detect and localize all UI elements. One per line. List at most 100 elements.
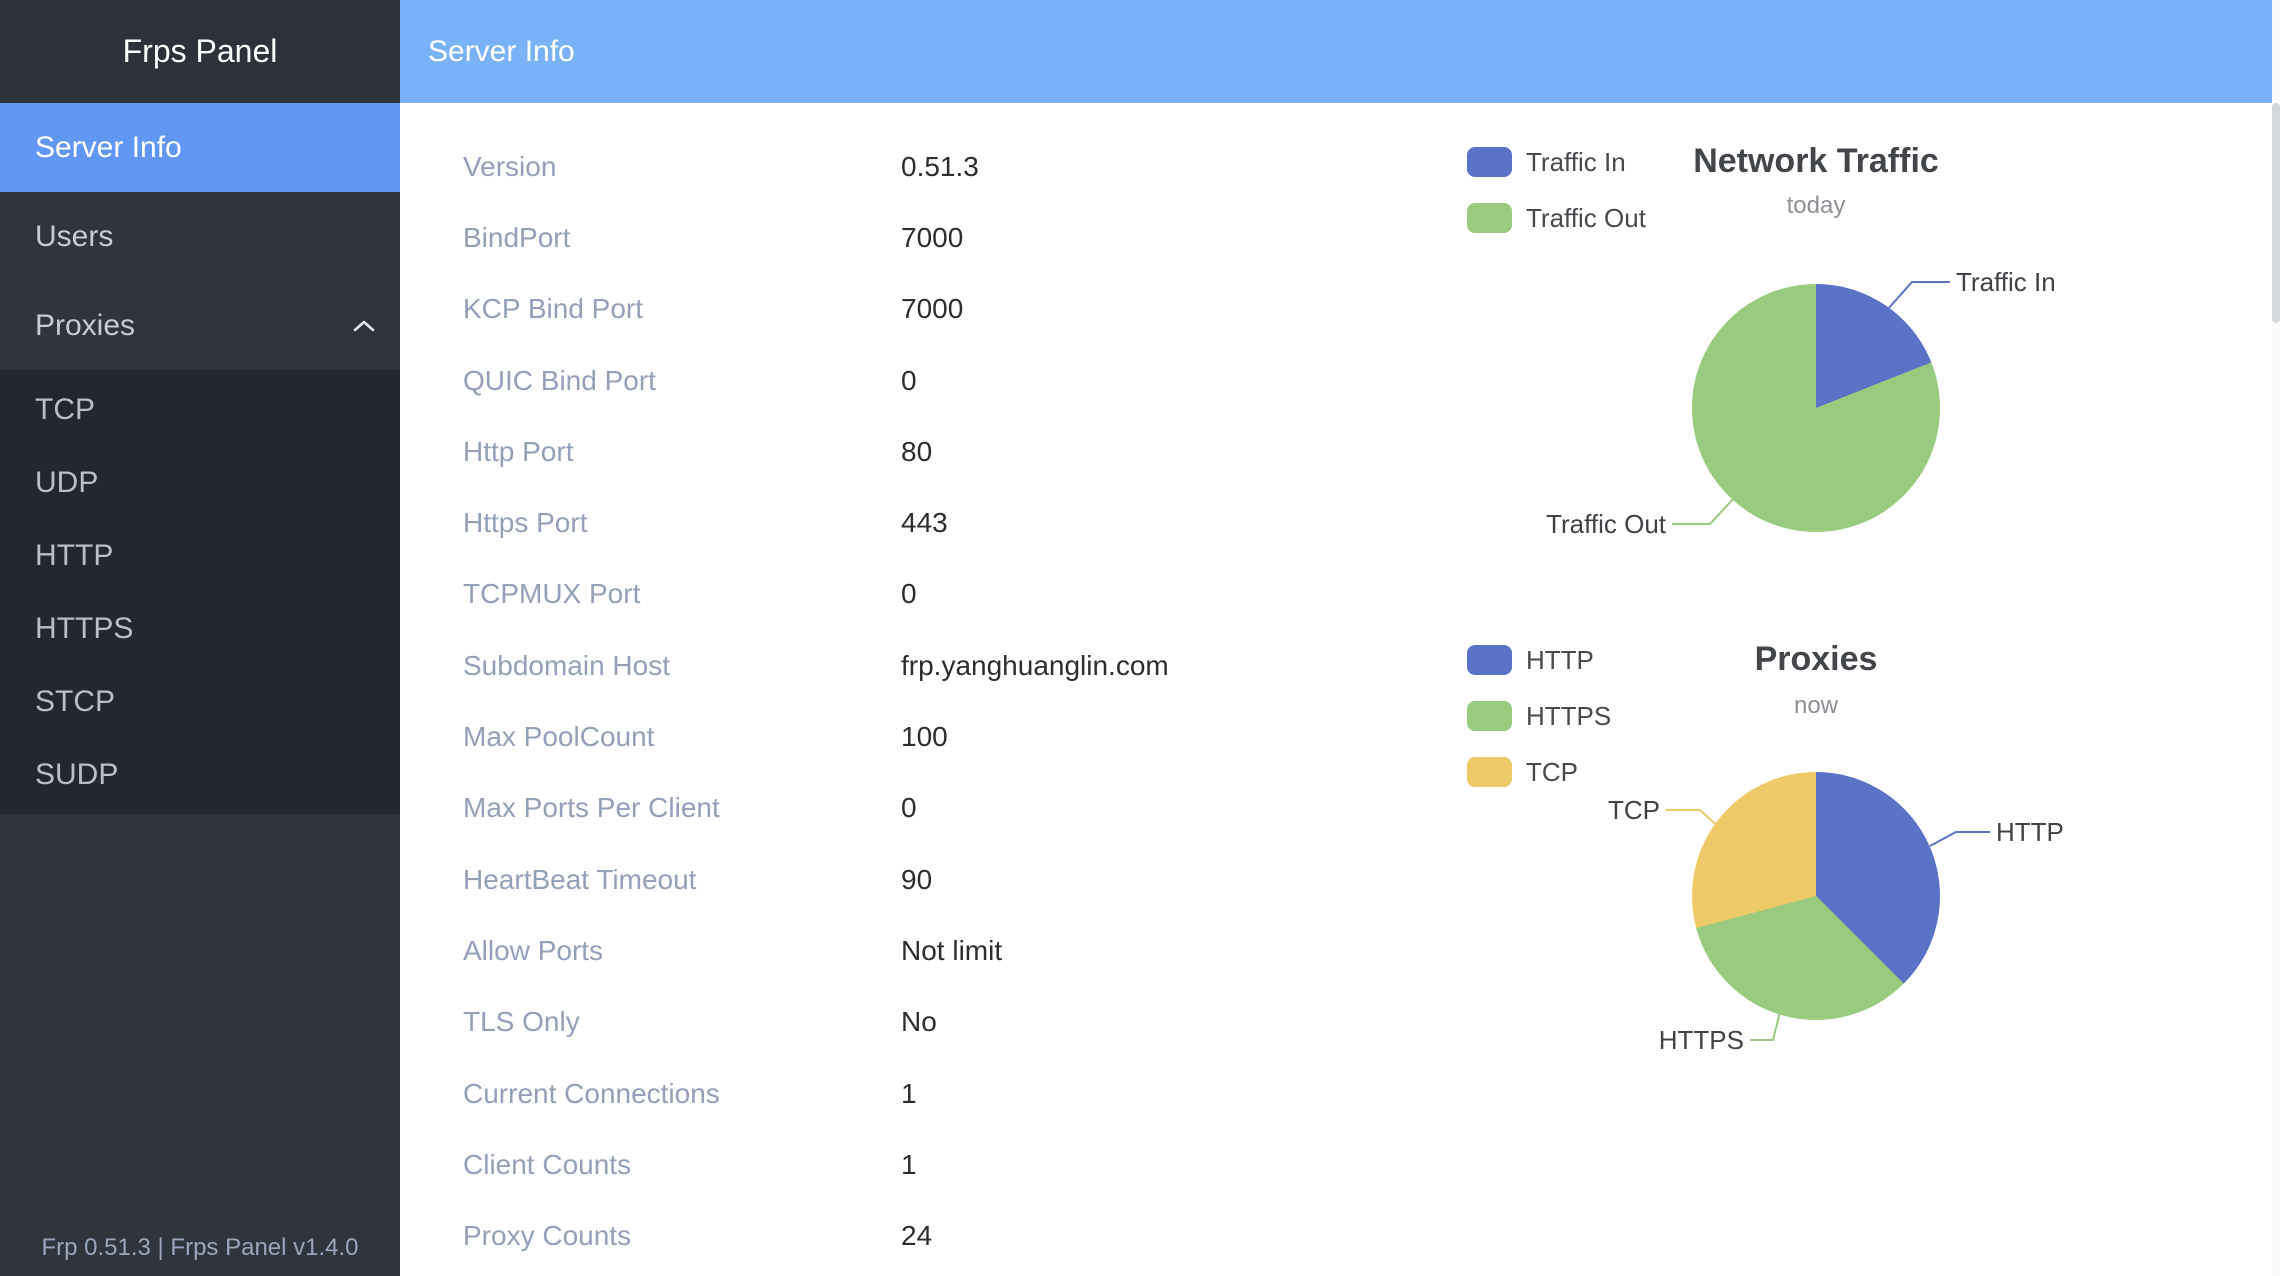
field-value: 443 — [901, 507, 948, 539]
legend-item-https[interactable]: HTTPS — [1467, 688, 1611, 744]
server-info-row: Version 0.51.3 — [463, 131, 1323, 202]
sidebar-nav: Server Info Users Proxies TCP UDP — [0, 103, 400, 814]
sidebar-item-server-info[interactable]: Server Info — [0, 103, 400, 192]
server-info-row: TCPMUX Port 0 — [463, 559, 1323, 630]
field-value: No — [901, 1006, 937, 1038]
sidebar-subitem-label: SUDP — [35, 757, 119, 791]
field-label: QUIC Bind Port — [463, 364, 656, 396]
server-info-row: Max PoolCount 100 — [463, 701, 1323, 772]
field-label: Version — [463, 150, 557, 182]
sidebar-item-proxies[interactable]: Proxies — [0, 281, 400, 370]
server-info-row: QUIC Bind Port 0 — [463, 345, 1323, 416]
sidebar-subitem-label: HTTP — [35, 538, 114, 572]
field-value: 1 — [901, 1077, 917, 1109]
field-value: 100 — [901, 721, 948, 753]
leader-line-https — [1750, 1011, 1781, 1041]
sidebar: Frps Panel Server Info Users Proxies TCP — [0, 0, 400, 1276]
field-value: frp.yanghuanglin.com — [901, 649, 1169, 681]
field-label: Allow Ports — [463, 934, 604, 966]
field-value: Not limit — [901, 934, 1003, 966]
leader-line-http — [1929, 831, 1990, 847]
sidebar-subitem-label: UDP — [35, 465, 99, 499]
proxies-subtitle: now — [1793, 692, 1839, 719]
chevron-up-icon — [353, 319, 375, 333]
sidebar-item-label: Proxies — [35, 308, 136, 342]
legend-label: Traffic Out — [1526, 202, 1646, 233]
legend-swatch-icon — [1467, 147, 1512, 177]
legend-label: Traffic In — [1526, 146, 1626, 177]
leader-line-traffic-in — [1886, 281, 1950, 311]
sidebar-subitem-label: HTTPS — [35, 611, 134, 645]
legend-swatch-icon — [1467, 645, 1512, 675]
legend-item-http[interactable]: HTTP — [1467, 632, 1611, 688]
network-traffic-subtitle: today — [1786, 192, 1846, 219]
field-label: HeartBeat Timeout — [463, 863, 697, 895]
server-info-row: Subdomain Host frp.yanghuanglin.com — [463, 630, 1323, 701]
server-info-row: HeartBeat Timeout 90 — [463, 844, 1323, 915]
legend-label: HTTP — [1526, 644, 1594, 675]
network-traffic-pie-chart[interactable] — [1692, 284, 1940, 532]
field-value: 24 — [901, 1220, 933, 1252]
field-label: Max PoolCount — [463, 721, 655, 753]
proxies-legend: HTTP HTTPS TCP — [1467, 632, 1611, 800]
field-value: 0.51.3 — [901, 150, 979, 182]
sidebar-subitem-label: TCP — [35, 392, 95, 426]
app-title: Frps Panel — [0, 0, 400, 103]
sidebar-subitem[interactable]: HTTPS — [0, 592, 400, 665]
field-label: BindPort — [463, 221, 571, 253]
legend-swatch-icon — [1467, 757, 1512, 787]
server-info-row: TLS Only No — [463, 987, 1323, 1058]
pie-label-traffic-in: Traffic In — [1956, 267, 2056, 297]
field-label: Current Connections — [463, 1077, 720, 1109]
legend-item-traffic-out[interactable]: Traffic Out — [1467, 190, 1646, 246]
scrollbar-track — [2272, 0, 2280, 1276]
legend-label: TCP — [1526, 756, 1578, 787]
sidebar-subitem-label: STCP — [35, 684, 116, 718]
pie-label-tcp: TCP — [1608, 795, 1660, 825]
field-value: 7000 — [901, 221, 964, 253]
proxies-submenu: TCP UDP HTTP HTTPS STCP SUDP — [0, 370, 400, 814]
server-info-row: Current Connections 1 — [463, 1058, 1323, 1129]
field-label: Subdomain Host — [463, 649, 671, 681]
field-label: Client Counts — [463, 1148, 632, 1180]
leader-line-traffic-out — [1672, 497, 1735, 525]
field-label: Max Ports Per Client — [463, 792, 720, 824]
page-title: Server Info — [428, 34, 575, 68]
server-info-row: Client Counts 1 — [463, 1129, 1323, 1200]
server-info-row: Https Port 443 — [463, 487, 1323, 558]
server-info-list: Version 0.51.3 BindPort 7000 KCP Bind Po… — [463, 131, 1323, 1272]
legend-item-traffic-in[interactable]: Traffic In — [1467, 134, 1646, 190]
field-label: KCP Bind Port — [463, 293, 644, 325]
field-label: TCPMUX Port — [463, 578, 641, 610]
sidebar-subitem[interactable]: HTTP — [0, 519, 400, 592]
field-value: 1 — [901, 1148, 917, 1180]
page-header: Server Info — [400, 0, 2272, 103]
sidebar-item-label: Users — [35, 219, 114, 253]
sidebar-subitem[interactable]: TCP — [0, 373, 400, 446]
field-value: 80 — [901, 435, 933, 467]
network-traffic-title: Network Traffic — [1693, 142, 1939, 180]
field-value: 7000 — [901, 293, 964, 325]
scrollbar-thumb[interactable] — [2272, 103, 2280, 323]
legend-swatch-icon — [1467, 203, 1512, 233]
legend-swatch-icon — [1467, 701, 1512, 731]
pie-label-https: HTTPS — [1658, 1025, 1744, 1055]
sidebar-subitem[interactable]: STCP — [0, 665, 400, 738]
sidebar-subitem[interactable]: UDP — [0, 446, 400, 519]
field-label: Proxy Counts — [463, 1220, 632, 1252]
field-value: 0 — [901, 578, 917, 610]
sidebar-subitem[interactable]: SUDP — [0, 738, 400, 811]
server-info-row: Proxy Counts 24 — [463, 1200, 1323, 1271]
sidebar-item-users[interactable]: Users — [0, 192, 400, 281]
server-info-row: Http Port 80 — [463, 416, 1323, 487]
proxies-title: Proxies — [1754, 640, 1878, 678]
legend-item-tcp[interactable]: TCP — [1467, 744, 1611, 800]
field-value: 0 — [901, 792, 917, 824]
field-value: 90 — [901, 863, 933, 895]
server-info-row: Max Ports Per Client 0 — [463, 773, 1323, 844]
proxies-pie-chart[interactable] — [1692, 772, 1940, 1020]
server-info-row: BindPort 7000 — [463, 202, 1323, 273]
field-label: Http Port — [463, 435, 574, 467]
server-info-row: Allow Ports Not limit — [463, 915, 1323, 986]
